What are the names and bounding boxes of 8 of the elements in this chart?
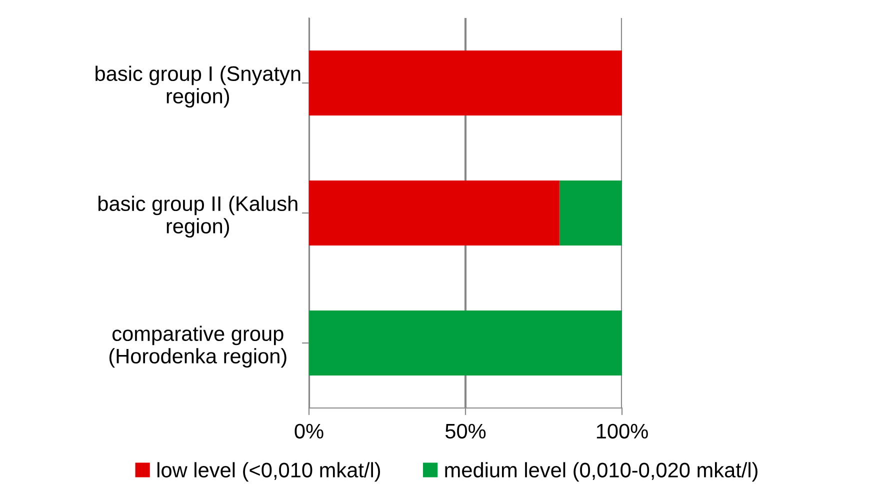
legend-label: medium level (0,010-0,020 mkat/l) [445, 462, 758, 482]
y-tick-label: basic group I (Snyatyn region) [96, 66, 300, 108]
y-tick-label: comparative group (Horodenka region) [109, 326, 286, 368]
y-tick-label: basic group II (Kalush region) [98, 196, 298, 238]
legend-label: low level (<0,010 mkat/l) [158, 462, 380, 482]
x-tick-label: 0% [294, 424, 324, 439]
x-tick-label: 100% [596, 424, 648, 439]
x-tick-label: 50% [445, 424, 486, 439]
